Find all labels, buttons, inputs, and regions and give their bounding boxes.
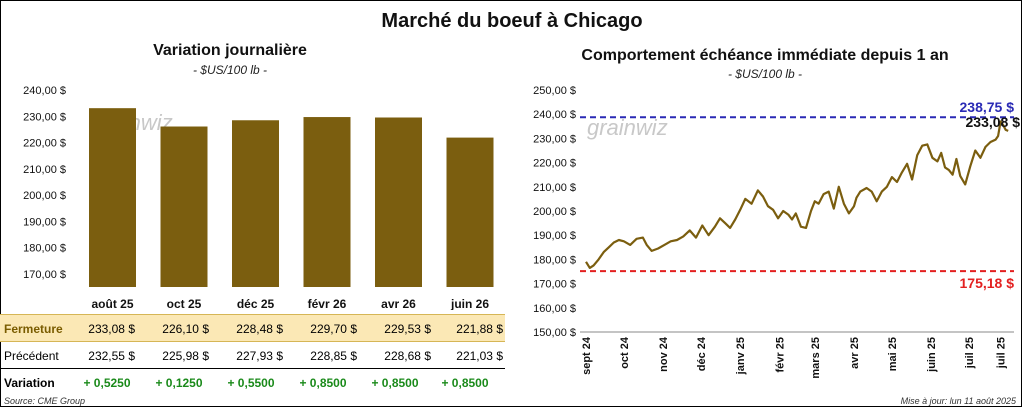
previous-cell: 228,85 $ xyxy=(310,349,357,363)
front-month-title: Comportement échéance immédiate depuis 1… xyxy=(581,47,949,64)
x-tick-label: oct 24 xyxy=(619,336,631,369)
previous-cell: 228,68 $ xyxy=(384,349,431,363)
y-tick-label: 200,00 $ xyxy=(533,206,576,218)
row-label-variation: Variation xyxy=(4,376,55,390)
x-tick-label: août 25 xyxy=(91,297,133,310)
x-tick-label: juil 25 xyxy=(964,337,976,369)
y-tick-label: 170,00 $ xyxy=(533,279,576,291)
variation-cell: + 0,8500 xyxy=(371,376,419,390)
previous-cell: 225,98 $ xyxy=(162,349,209,363)
row-label-closing: Fermeture xyxy=(4,322,63,336)
y-tick-label: 170,00 $ xyxy=(23,269,66,281)
y-tick-label: 180,00 $ xyxy=(23,243,66,255)
table-row-previous: Précédent 232,55 $ 225,98 $ 227,93 $ 228… xyxy=(0,342,505,369)
x-tick-label: sept 24 xyxy=(581,336,593,375)
low-reference-label: 175,18 $ xyxy=(960,275,1015,291)
x-tick-label: déc 25 xyxy=(237,297,275,310)
front-month-subtitle: - $US/100 lb - xyxy=(727,67,803,81)
y-tick-label: 230,00 $ xyxy=(533,133,576,145)
line-chart: grainwiz 150,00 $ 160,00 $ 170,00 $ 180,00 $… xyxy=(533,85,1021,379)
y-tick-label: 220,00 $ xyxy=(533,158,576,170)
price-series-line xyxy=(585,120,1009,269)
y-tick-label: 150,00 $ xyxy=(533,327,576,339)
futures-table: Fermeture 233,08 $ 226,10 $ 228,48 $ 229… xyxy=(0,314,505,395)
watermark-logo: grainwiz xyxy=(587,115,668,140)
x-tick-label: janv 25 xyxy=(735,337,747,375)
x-tick-label: avr 25 xyxy=(849,337,861,369)
previous-cell: 232,55 $ xyxy=(88,349,135,363)
variation-cell: + 0,5500 xyxy=(227,376,275,390)
closing-cell: 221,88 $ xyxy=(456,322,503,336)
bar xyxy=(160,126,208,287)
x-tick-label: févr 26 xyxy=(308,297,347,310)
x-tick-label: févr 25 xyxy=(774,337,786,372)
x-tick-label: mai 25 xyxy=(887,337,899,371)
previous-cell: 227,93 $ xyxy=(236,349,283,363)
y-tick-label: 200,00 $ xyxy=(23,190,66,202)
y-tick-label: 210,00 $ xyxy=(23,164,66,176)
x-tick-label: juin 26 xyxy=(450,297,489,310)
bar xyxy=(446,137,494,287)
y-tick-label: 240,00 $ xyxy=(533,109,576,121)
closing-cell: 229,70 $ xyxy=(310,322,357,336)
x-tick-label: mars 25 xyxy=(810,337,822,379)
variation-cell: + 0,5250 xyxy=(83,376,131,390)
last-value-label: 233,08 $ xyxy=(966,114,1021,130)
bar xyxy=(89,108,136,287)
row-label-previous: Précédent xyxy=(4,349,59,363)
bar xyxy=(375,117,422,287)
closing-cell: 228,48 $ xyxy=(236,322,283,336)
closing-cell: 233,08 $ xyxy=(88,322,135,336)
y-tick-label: 210,00 $ xyxy=(533,182,576,194)
bar-chart: grainwiz170,00 $180,00 $190,00 $200,00 $… xyxy=(23,85,494,310)
bar xyxy=(303,117,351,287)
y-tick-label: 250,00 $ xyxy=(533,85,576,97)
variation-cell: + 0,8500 xyxy=(441,376,489,390)
page-title: Marché du boeuf à Chicago xyxy=(381,10,643,32)
x-tick-label: nov 24 xyxy=(658,336,670,372)
x-tick-label: juin 25 xyxy=(926,337,938,373)
previous-cell: 221,03 $ xyxy=(456,349,503,363)
y-tick-label: 190,00 $ xyxy=(533,230,576,242)
variation-cell: + 0,1250 xyxy=(155,376,203,390)
source-note: Source: CME Group xyxy=(4,396,86,406)
y-tick-label: 190,00 $ xyxy=(23,216,66,228)
closing-cell: 226,10 $ xyxy=(162,322,209,336)
x-tick-label: déc 24 xyxy=(696,336,708,371)
y-tick-label: 160,00 $ xyxy=(533,303,576,315)
update-note: Mise à jour: lun 11 août 2025 xyxy=(900,396,1016,406)
table-row-variation: Variation + 0,5250 + 0,1250 + 0,5500 + 0… xyxy=(0,369,505,395)
x-tick-label: oct 25 xyxy=(167,297,202,310)
bar xyxy=(232,120,279,287)
table-row-closing: Fermeture 233,08 $ 226,10 $ 228,48 $ 229… xyxy=(0,314,505,342)
y-tick-label: 240,00 $ xyxy=(23,85,66,97)
closing-cell: 229,53 $ xyxy=(384,322,431,336)
x-tick-label: juil 25 xyxy=(996,337,1008,369)
y-tick-label: 220,00 $ xyxy=(23,138,66,150)
y-tick-label: 230,00 $ xyxy=(23,111,66,123)
daily-variation-title: Variation journalière xyxy=(153,42,307,59)
high-reference-label: 238,75 $ xyxy=(960,99,1015,115)
x-tick-label: avr 26 xyxy=(381,297,416,310)
daily-variation-subtitle: - $US/100 lb - xyxy=(192,63,268,77)
variation-cell: + 0,8500 xyxy=(299,376,347,390)
y-tick-label: 180,00 $ xyxy=(533,254,576,266)
